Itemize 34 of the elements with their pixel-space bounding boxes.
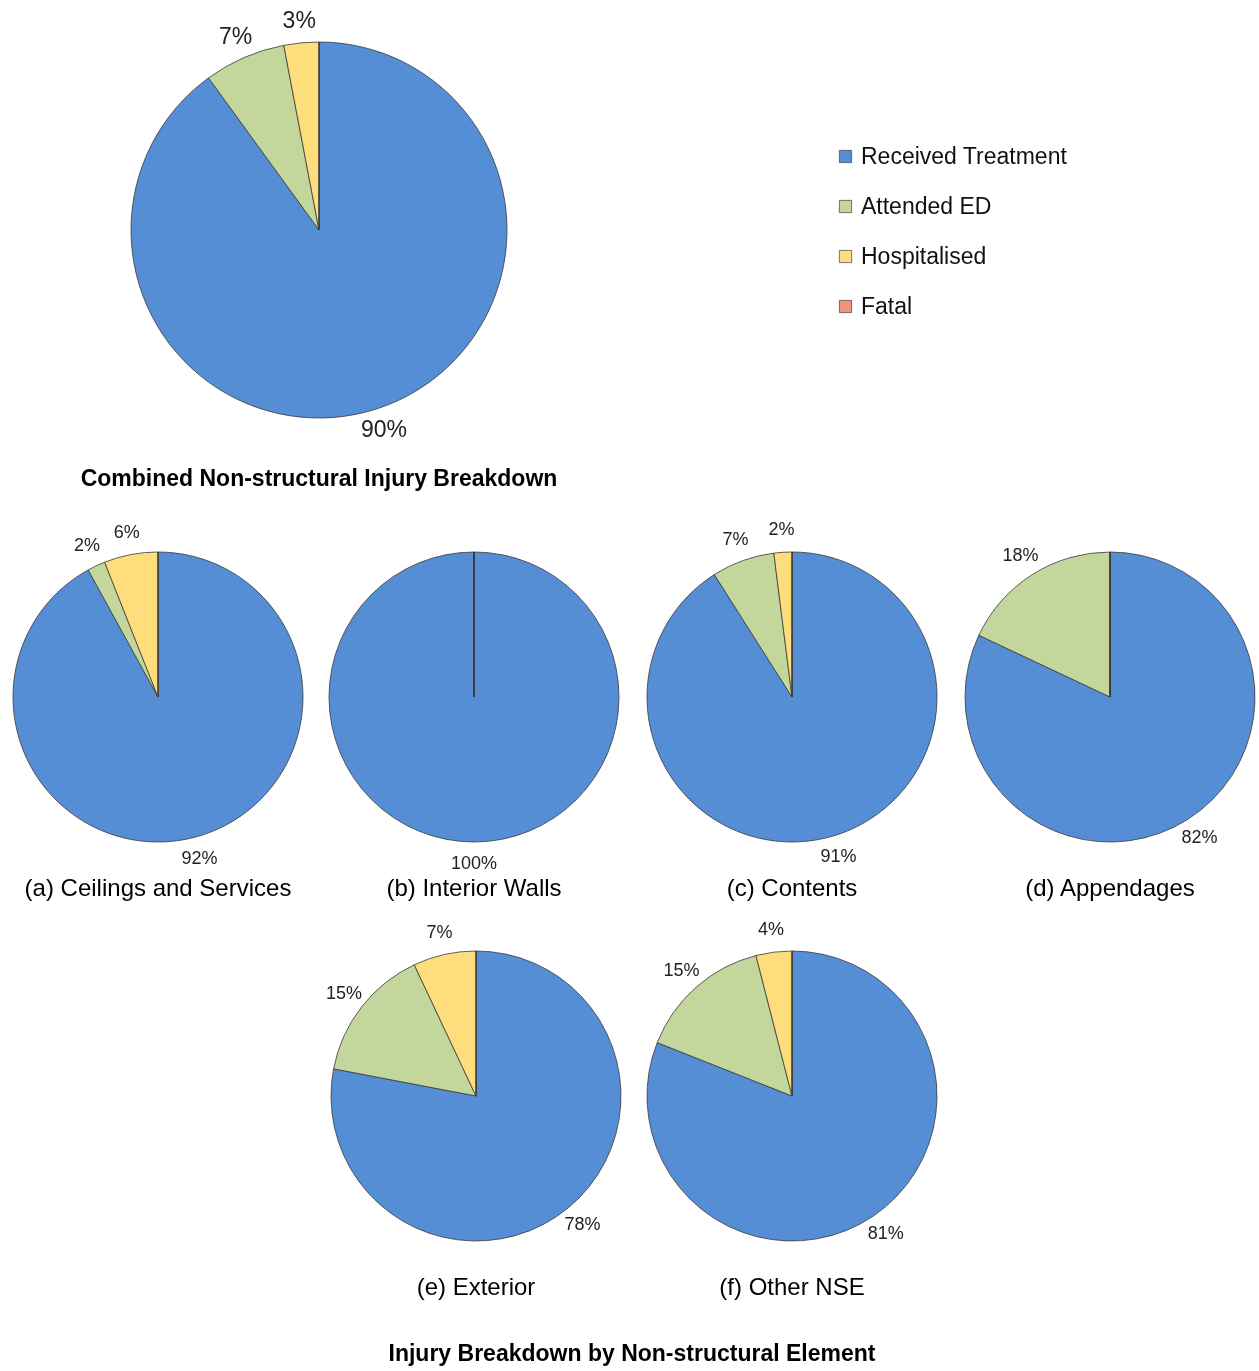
legend-label: Hospitalised <box>861 242 987 269</box>
data-label: 100% <box>450 853 498 873</box>
text: Injury Breakdown by Non-structural Element <box>387 1340 877 1367</box>
data-label: 15% <box>663 959 700 980</box>
text: (d) Appendages <box>1025 874 1195 901</box>
text: (c) Contents <box>726 874 858 901</box>
data-label: 2% <box>73 534 100 555</box>
data-label: 2% <box>768 519 795 540</box>
data-label: 4% <box>758 919 785 940</box>
legend-label: Received Treatment <box>861 142 1068 169</box>
data-label: 7% <box>218 23 253 50</box>
text: (b) Interior Walls <box>386 874 562 901</box>
data-label: 78% <box>564 1213 601 1234</box>
data-label: 92% <box>181 847 218 868</box>
text: (f) Other NSE <box>719 1273 865 1300</box>
data-label: 90% <box>360 415 407 442</box>
text: Combined Non-structural Injury Breakdown <box>80 465 558 491</box>
pie-slice <box>208 44 320 231</box>
data-label: 82% <box>1181 827 1218 847</box>
data-label: 18% <box>1002 545 1039 565</box>
pie-slice <box>12 551 304 843</box>
legend-label: Attended ED <box>861 192 992 219</box>
data-label: 15% <box>326 982 363 1003</box>
text: (e) Exterior <box>416 1273 536 1300</box>
data-label: 3% <box>282 6 316 33</box>
data-label: 7% <box>426 922 453 943</box>
legend-label: Fatal <box>861 292 913 319</box>
data-label: 81% <box>867 1223 904 1244</box>
data-label: 6% <box>113 521 140 542</box>
pie-slice <box>646 551 938 843</box>
data-label: 7% <box>722 528 749 549</box>
data-label: 91% <box>820 846 857 867</box>
text: (a) Ceilings and Services <box>24 874 292 901</box>
pie-slice <box>646 950 938 1242</box>
